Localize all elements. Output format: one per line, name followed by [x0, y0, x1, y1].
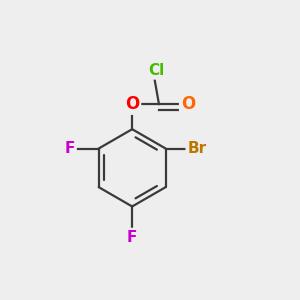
- Text: O: O: [125, 95, 139, 113]
- Text: F: F: [127, 230, 137, 244]
- Text: Cl: Cl: [148, 63, 164, 78]
- Text: Br: Br: [187, 141, 206, 156]
- Text: F: F: [65, 141, 75, 156]
- Text: O: O: [181, 95, 195, 113]
